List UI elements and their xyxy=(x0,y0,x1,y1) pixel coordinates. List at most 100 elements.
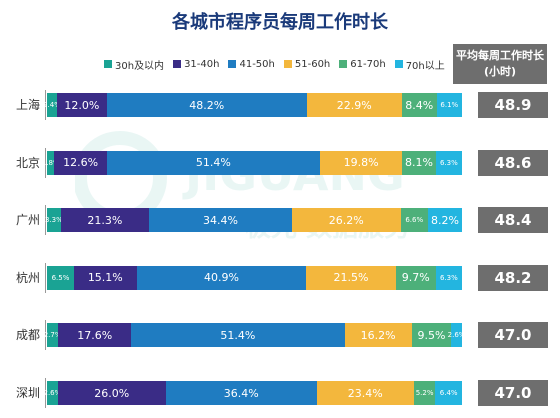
bar-segment: 8.4% xyxy=(401,93,437,117)
bar-segment: 6.4% xyxy=(435,381,462,405)
data-label: 5.2% xyxy=(415,389,434,397)
axis-tick xyxy=(45,147,46,178)
data-label: 26.0% xyxy=(94,386,130,400)
legend-label: 70h以上 xyxy=(405,60,445,72)
data-label: 2.6% xyxy=(447,331,466,340)
axis-tick xyxy=(45,378,46,408)
stacked-bar: 6.5% 15.1% 40.9% 21.5% 9.7% 6.3% xyxy=(47,265,462,290)
bar-segment: 6.3% xyxy=(435,265,462,290)
legend-swatch xyxy=(339,60,348,68)
data-label: 40.9% xyxy=(204,271,239,285)
data-label: 51.4% xyxy=(220,328,256,342)
axis-tick xyxy=(45,320,46,351)
bar-segment: 6.3% xyxy=(435,150,462,175)
legend-swatch xyxy=(104,60,112,68)
data-label: 15.1% xyxy=(87,271,123,285)
bar-segment: 6.5% xyxy=(47,265,74,290)
legend-item: 41-50h xyxy=(228,58,275,70)
data-label: 6.1% xyxy=(440,101,459,109)
bar-segment: 3.3% xyxy=(44,208,63,233)
bar-segment: 9.7% xyxy=(395,265,436,290)
data-label: 6.6% xyxy=(405,216,424,225)
data-label: 9.5% xyxy=(417,328,446,342)
bar-segment: 6.6% xyxy=(400,208,428,233)
data-label: 26.2% xyxy=(328,213,364,227)
category-label: 上海 xyxy=(15,98,40,112)
legend-label: 30h及以内 xyxy=(115,60,165,72)
data-label: 19.8% xyxy=(343,156,379,170)
bar-segment: 36.4% xyxy=(165,381,317,405)
stacked-bar: 2.4% 12.0% 48.2% 22.9% 8.4% 6.1% xyxy=(43,93,462,117)
bar-segment: 5.2% xyxy=(413,381,436,405)
category-label: 北京 xyxy=(15,155,40,170)
bar-segment: 26.2% xyxy=(291,208,401,233)
data-label: 36.4% xyxy=(223,386,259,400)
legend-label: 61-70h xyxy=(350,58,386,70)
data-label: 9.7% xyxy=(401,271,430,285)
bar-segment: 34.4% xyxy=(149,208,292,233)
data-label: 6.4% xyxy=(439,389,458,397)
legend-label: 41-50h xyxy=(239,58,275,70)
bar-segment: 15.1% xyxy=(73,265,137,290)
data-label: 6.3% xyxy=(440,273,458,282)
bar-segment: 2.7% xyxy=(44,323,62,348)
stacked-bar: 2.7% 17.6% 51.4% 16.2% 9.5% 2.6% xyxy=(44,323,465,348)
average-header: 平均每周工作时长(小时) xyxy=(453,44,547,84)
legend-swatch xyxy=(394,60,403,68)
data-label: 21.3% xyxy=(87,213,123,227)
bar-segment: 26.0% xyxy=(57,381,166,405)
average-value: 48.2 xyxy=(478,264,548,291)
legend-item: 61-70h xyxy=(339,58,386,70)
bar-segment: 51.4% xyxy=(106,150,321,175)
average-value: 47.0 xyxy=(478,322,548,349)
bar-segment: 12.6% xyxy=(54,150,107,175)
bar-segment: 2.6% xyxy=(44,381,61,405)
axis-tick xyxy=(45,262,46,293)
average-value: 48.4 xyxy=(478,207,548,234)
bar-segment: 12.0% xyxy=(56,93,107,117)
data-label: 17.6% xyxy=(77,328,113,342)
category-label: 广州 xyxy=(15,213,40,228)
data-label: 8.2% xyxy=(430,213,459,227)
data-label: 21.5% xyxy=(333,271,369,285)
chart-title: 各城市程序员每周工作时长 xyxy=(172,12,388,33)
bar-segment: 8.1% xyxy=(402,150,436,175)
bar-segment: 2.6% xyxy=(448,323,465,348)
bar-segment: 6.1% xyxy=(436,93,462,117)
data-label: 16.2% xyxy=(360,328,396,342)
average-value: 48.9 xyxy=(478,92,548,118)
bar-segment: 21.3% xyxy=(60,208,150,233)
data-label: 3.3% xyxy=(44,216,63,225)
data-label: 2.7% xyxy=(43,331,62,340)
bar-segment: 40.9% xyxy=(136,265,307,290)
legend-swatch xyxy=(173,60,182,68)
stacked-bar: 3.3% 21.3% 34.4% 26.2% 6.6% 8.2% xyxy=(44,208,462,233)
data-label: 8.1% xyxy=(405,156,433,170)
legend-item: 31-40h xyxy=(173,59,219,70)
axis-tick xyxy=(45,205,46,236)
data-label: 8.4% xyxy=(405,98,434,112)
legend-label: 51-60h xyxy=(294,58,331,70)
data-label: 22.9% xyxy=(336,98,372,112)
data-label: 34.4% xyxy=(202,213,238,227)
legend-label: 31-40h xyxy=(184,58,220,70)
category-label: 成都 xyxy=(15,328,40,343)
legend-swatch xyxy=(228,60,237,68)
legend-swatch xyxy=(283,60,292,68)
data-label: 23.4% xyxy=(347,386,383,400)
bar-segment: 16.2% xyxy=(344,323,412,348)
bar-segment: 17.6% xyxy=(58,323,132,348)
legend-item: 51-60h xyxy=(283,58,331,70)
bar-segment: 23.4% xyxy=(316,381,414,405)
stacked-bar: 2.6% 26.0% 36.4% 23.4% 5.2% 6.4% xyxy=(44,381,462,405)
category-label: 深圳 xyxy=(15,386,40,400)
data-label: 6.3% xyxy=(439,158,458,167)
bar-segment: 8.2% xyxy=(427,208,462,233)
bar-segment: 48.2% xyxy=(106,93,307,117)
data-label: 2.6% xyxy=(43,389,62,397)
data-label: 1.8% xyxy=(41,158,60,167)
data-label: 2.4% xyxy=(43,101,61,109)
data-label: 48.2% xyxy=(189,98,225,112)
category-label: 杭州 xyxy=(15,270,40,285)
